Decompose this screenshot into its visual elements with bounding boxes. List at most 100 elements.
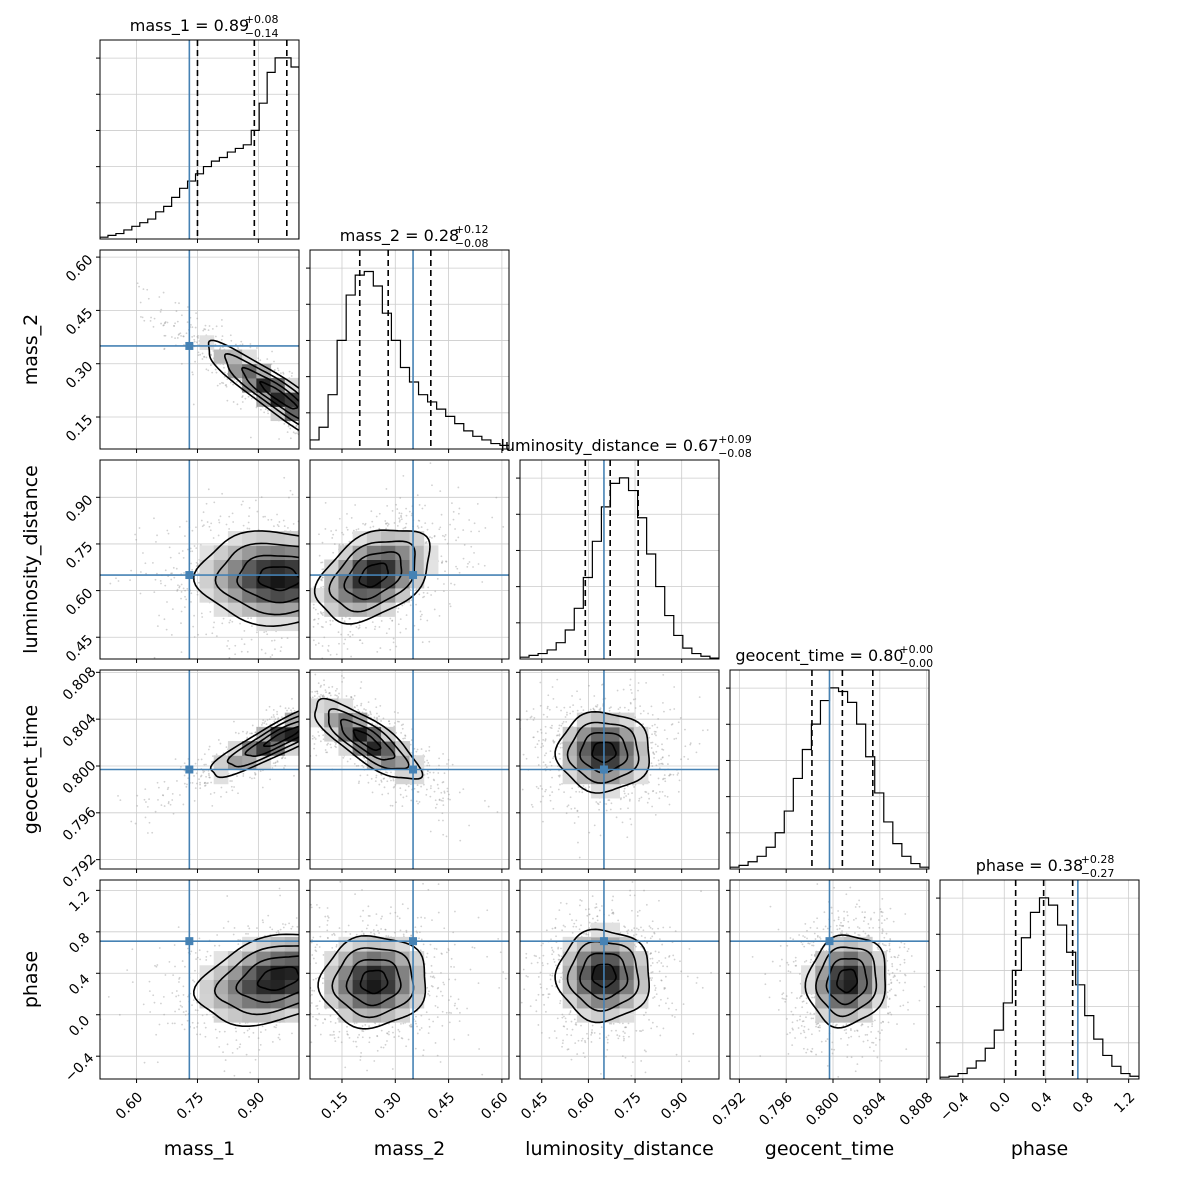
sample-point — [391, 804, 394, 807]
sample-point — [365, 696, 367, 698]
contour-line — [343, 551, 403, 601]
density-cell — [242, 377, 257, 393]
sample-point — [431, 537, 433, 539]
sample-point — [163, 322, 166, 325]
sample-point — [283, 476, 286, 479]
sample-point — [400, 512, 403, 515]
sample-point — [473, 551, 475, 554]
sample-point — [317, 534, 319, 536]
sample-point — [324, 409, 326, 411]
sample-point — [247, 521, 250, 524]
sample-point — [109, 582, 112, 585]
sample-point — [324, 410, 326, 412]
density-cell — [381, 726, 396, 742]
sample-point — [308, 711, 310, 713]
sample-point — [315, 579, 317, 581]
sample-point — [274, 633, 276, 635]
sample-point — [304, 417, 306, 419]
sample-point — [345, 526, 348, 529]
sample-point — [303, 733, 305, 735]
sample-point — [372, 692, 374, 694]
sample-point — [377, 681, 379, 683]
sample-point — [267, 409, 269, 412]
sample-point — [434, 582, 436, 584]
sample-point — [203, 355, 206, 358]
sample-point — [274, 693, 276, 695]
sample-point — [356, 424, 358, 426]
sample-point — [369, 711, 372, 714]
sample-point — [324, 528, 327, 530]
sample-point — [432, 612, 434, 614]
sample-point — [232, 401, 235, 403]
sample-point — [302, 691, 304, 693]
sample-point — [405, 614, 408, 617]
sample-point — [191, 326, 194, 329]
sample-point — [357, 680, 359, 682]
sample-point — [385, 523, 387, 525]
sample-point — [321, 576, 324, 579]
sample-point — [329, 694, 332, 697]
sample-point — [325, 435, 327, 437]
sample-point — [225, 385, 228, 388]
sample-point — [180, 314, 183, 317]
sample-point — [301, 404, 303, 406]
sample-point — [321, 695, 324, 698]
sample-point — [139, 592, 142, 595]
sample-point — [432, 778, 435, 781]
sample-point — [87, 563, 89, 565]
sample-point — [324, 749, 327, 751]
sample-point — [329, 619, 332, 622]
sample-point — [413, 624, 416, 627]
sample-point — [210, 354, 213, 356]
sample-point — [297, 691, 299, 693]
sample-point — [266, 358, 269, 360]
sample-point — [364, 685, 366, 687]
sample-point — [311, 728, 313, 730]
sample-point — [273, 720, 276, 723]
sample-point — [339, 420, 341, 422]
density-cell — [256, 531, 272, 546]
sample-point — [296, 432, 298, 435]
sample-point — [318, 646, 320, 648]
sample-point — [416, 784, 419, 786]
sample-point — [259, 667, 261, 669]
sample-point — [205, 633, 208, 636]
sample-point — [450, 582, 452, 585]
sample-point — [325, 417, 327, 419]
sample-point — [453, 583, 456, 586]
sample-point — [353, 618, 355, 620]
sample-point — [319, 399, 321, 401]
sample-point — [209, 529, 212, 532]
sample-point — [291, 372, 294, 375]
sample-point — [542, 761, 545, 764]
sample-point — [336, 686, 338, 688]
sample-point — [353, 409, 355, 411]
sample-point — [155, 540, 157, 543]
sample-point — [415, 589, 417, 592]
sample-point — [313, 695, 316, 697]
sample-point — [303, 585, 305, 587]
sample-point — [637, 682, 640, 684]
sample-point — [443, 535, 446, 538]
sample-point — [269, 656, 272, 658]
sample-point — [201, 616, 204, 618]
sample-point — [229, 780, 232, 782]
sample-point — [205, 368, 208, 371]
sample-point — [378, 517, 380, 519]
sample-point — [196, 335, 199, 338]
sample-point — [468, 519, 471, 521]
sample-point — [303, 569, 305, 571]
sample-point — [437, 819, 440, 822]
sample-point — [312, 427, 314, 429]
sample-point — [300, 722, 302, 724]
sample-point — [317, 682, 320, 685]
density-cell — [256, 545, 272, 560]
marginal-panel-mass_2: mass_2 = 0.28+0.12−0.08 — [306, 223, 510, 450]
sample-point — [358, 624, 361, 627]
density-cell — [199, 335, 215, 350]
sample-point — [313, 729, 315, 731]
sample-point — [320, 436, 322, 438]
sample-point — [442, 799, 444, 802]
sample-point — [200, 612, 203, 615]
sample-point — [160, 804, 163, 807]
